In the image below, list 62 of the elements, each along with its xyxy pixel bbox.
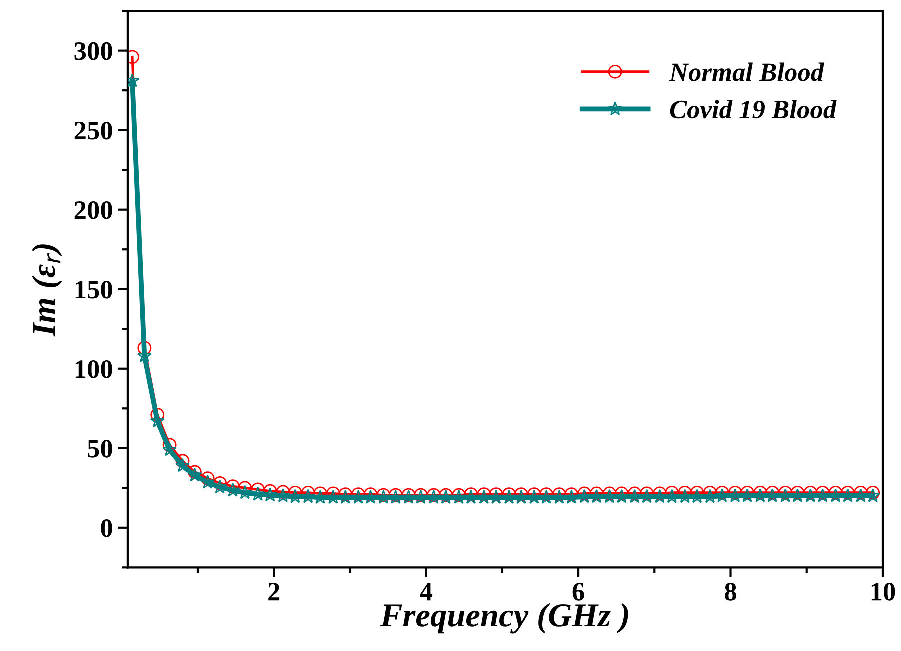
legend-label: Normal Blood [669,62,824,82]
point [602,489,618,504]
point [351,490,366,504]
point [753,488,768,502]
point [288,489,303,504]
point [652,489,668,504]
point [276,488,291,502]
point [866,488,880,502]
point [552,490,567,504]
legend-label: Covid 19 Blood [670,100,837,119]
point [690,489,705,504]
point [188,468,202,482]
point [778,488,793,502]
x-tick-label: 8 [725,583,736,601]
point [301,489,316,504]
point [514,490,529,504]
point [715,488,730,502]
point [728,488,743,502]
x-tick-label: 2 [268,583,280,601]
point [150,414,165,428]
point [564,490,579,504]
point [740,488,755,502]
x-axis-title: Frequency (GHz ) [380,603,628,634]
point [866,486,880,500]
point [313,490,328,504]
y-axis-title: Im (ε$_{r}$) [32,244,62,337]
point [589,489,604,504]
point [175,458,190,472]
point [614,489,630,504]
point [502,490,517,504]
point [765,488,780,502]
point [476,490,492,504]
x-tick-label: 4 [420,583,432,601]
point [363,490,378,504]
y-tick-label: 200 [74,201,112,220]
point [828,488,844,502]
point [200,474,216,489]
x-tick-label: 6 [572,583,584,601]
y-tick-label: 250 [74,122,112,140]
x-tick-label: 10 [872,583,896,601]
point [678,489,692,504]
point [840,488,856,502]
point [854,488,868,502]
point [162,442,178,456]
point [464,490,479,504]
point [326,490,341,504]
point [790,488,806,502]
y-tick-label: 100 [76,360,112,378]
point [338,490,353,504]
point [803,488,818,502]
point [664,489,680,504]
point [628,489,642,504]
point [577,489,592,504]
y-tick-label: 300 [74,42,112,60]
point [489,490,504,504]
point [527,490,542,504]
point [539,490,554,504]
y-tick-label: 0 [101,520,112,538]
point [640,489,654,504]
y-tick-label: 50 [88,440,112,458]
point [816,488,830,502]
y-tick-label: 150 [76,280,112,299]
